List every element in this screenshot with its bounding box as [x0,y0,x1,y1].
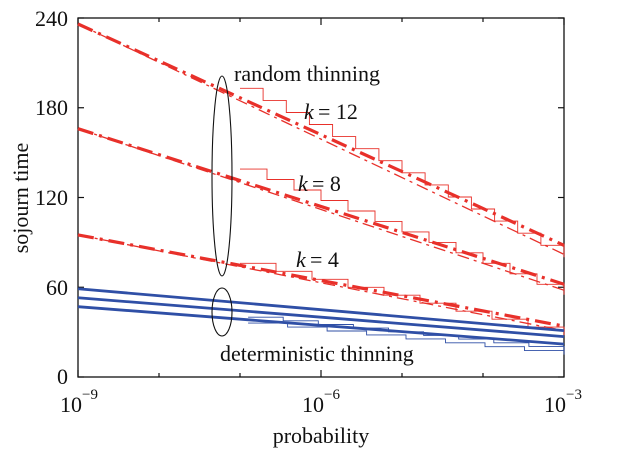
k12-symbol: k [304,99,315,124]
deterministic-thinning-label: deterministic thinning [220,341,414,366]
series-line-8 [77,305,565,346]
staircase-deterministic-4 [248,322,565,355]
k4-label: k = 4 [296,247,339,272]
random-thinning-label: random thinning [234,61,380,86]
k4-symbol: k [296,247,307,272]
x-axis-label: probability [273,423,370,448]
series-line-0 [77,22,565,247]
y-tick-label-240: 240 [35,6,68,31]
series-line-1 [77,23,565,255]
series-line-4 [77,233,565,328]
k8-symbol: k [298,171,309,196]
series-line-2 [77,127,565,286]
staircase-random-1 [240,168,565,295]
y-tick-label-60: 60 [46,275,68,300]
series-line-7 [77,296,565,339]
series-line-5 [77,234,565,332]
x-tick-label-1e-6: 10 −6 [302,387,340,417]
x-tick-base: 10 [302,392,324,417]
random-thinning-ellipse [211,75,233,277]
x-tick-exponent: −3 [566,387,582,403]
x-tick-base: 10 [544,392,566,417]
x-tick-label-1e-3: 10 −3 [544,387,582,417]
staircase-series [240,87,565,355]
y-axis-label: sojourn time [8,143,33,254]
staircase-deterministic-3 [248,316,565,351]
y-tick-label-0: 0 [57,364,68,389]
axis-ticks [77,17,565,378]
x-tick-exponent: −6 [324,387,340,403]
k8-value: = 8 [312,171,341,196]
x-tick-label-1e-9: 10 −9 [60,387,98,417]
series-line-3 [77,128,565,291]
y-tick-label-180: 180 [35,95,68,120]
k4-value: = 4 [310,247,339,272]
k8-label: k = 8 [298,171,341,196]
y-tick-label-120: 120 [35,185,68,210]
x-tick-exponent: −9 [82,387,98,403]
x-tick-base: 10 [60,392,82,417]
k12-label: k = 12 [304,99,358,124]
deterministic-thinning-ellipse [211,287,233,337]
series-line-6 [77,287,565,333]
k12-value: = 12 [318,99,358,124]
line-series [77,22,565,346]
